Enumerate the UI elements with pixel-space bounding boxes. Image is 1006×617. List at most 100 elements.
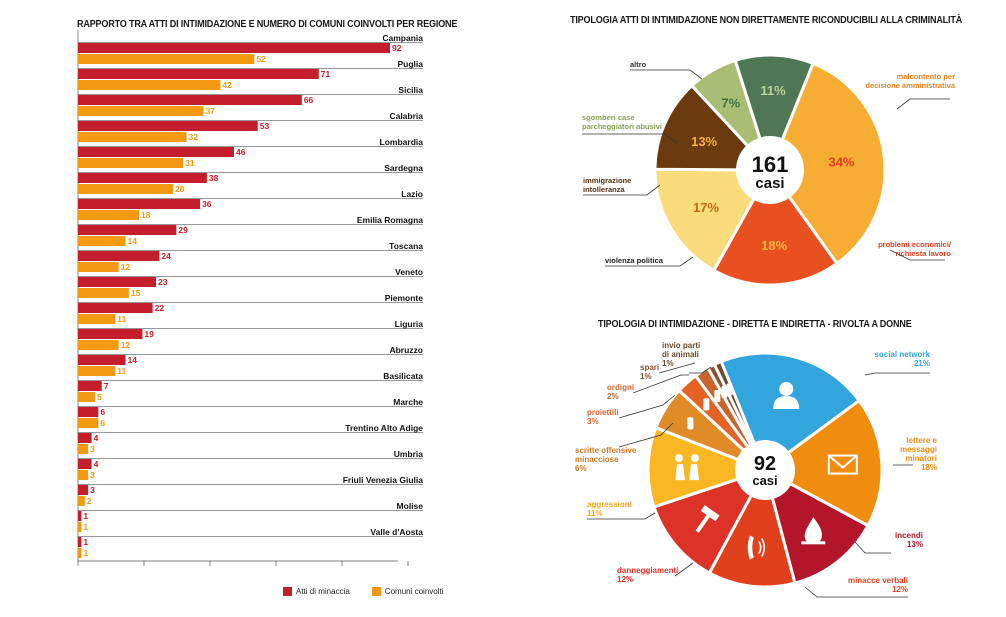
value-label-comuni-toscana: 12 [121,262,131,272]
bar-minaccia-lazio [78,199,201,209]
leader-line-spari [658,362,696,374]
bar-minaccia-emilia-romagna [78,225,177,235]
ext-label-scritte-offensive-minacciose: scritte offensive minacciose 6% [575,446,637,473]
value-label-minaccia-abruzzo: 14 [127,355,137,365]
slice-immigrazione-intolleranza [653,83,774,172]
category-label-piemonte: Piemonte [385,293,424,303]
ext-label-sgomberi-case-parcheggiatori-abusivi: sgomberi case parcheggiatori abusivi [582,113,662,131]
category-label-friuli-venezia-giulia: Friuli Venezia Giulia [343,475,424,485]
bar-comuni-marche [78,418,99,428]
value-label-minaccia-veneto: 23 [158,277,168,287]
value-label-minaccia-molise: 1 [83,511,88,521]
leader-line-malcontento-per-decisione-amministrativa [896,98,950,110]
leader-line-immigrazione-intolleranza [583,184,661,196]
value-label-minaccia-valle-d-aosta: 1 [83,537,88,547]
bar-minaccia-valle-d-aosta [78,537,82,547]
envelope-icon [827,454,858,475]
pct-label-sgomberi-case-parcheggiatori-abusivi: 7% [721,96,740,111]
spray-icon [687,417,694,430]
value-label-comuni-campania: 52 [256,54,266,64]
category-label-marche: Marche [393,397,423,407]
slice-minacce-verbali [707,465,797,589]
pct-label-problemi-economici-richiesta-lavoro: 18% [761,238,787,253]
legend-swatch-minaccia [283,587,292,596]
bone-icon [726,383,733,396]
value-label-comuni-basilicata: 5 [97,392,102,402]
ext-label-incendi: incendi 13% [895,531,923,549]
slice-social-network [719,351,862,473]
ext-label-invio-parti-di-animali: invio parti di animali 1% [662,341,700,368]
bar-chart-title: RAPPORTO TRA ATTI DI INTIMIDAZIONE E NUM… [77,18,458,30]
bar-minaccia-sicilia [78,95,302,105]
value-label-comuni-lombardia: 31 [185,158,195,168]
leader-line-ordigni [632,374,689,394]
ext-label-problemi-economici-richiesta-lavoro: problemi economici/richiesta lavoro [878,240,952,258]
bar-minaccia-trentino-alto-adige [78,433,92,443]
value-label-comuni-calabria: 32 [189,132,199,142]
bar-minaccia-marche [78,407,99,417]
bar-comuni-lazio [78,210,140,220]
ext-label-aggressioni: aggressioni 11% [587,500,632,518]
bomb-icon [714,390,721,403]
value-label-minaccia-marche: 6 [100,407,105,417]
slice-danneggiamenti [652,467,769,575]
bar-minaccia-friuli-venezia-giulia [78,485,89,495]
bar-comuni-molise [78,522,82,532]
bar-minaccia-sardegna [78,173,207,183]
user-icon [773,381,800,409]
category-label-campania: Campania [382,33,423,43]
category-label-calabria: Calabria [389,111,423,121]
bar-comuni-sicilia [78,106,204,116]
bar-comuni-toscana [78,262,119,272]
bar-minaccia-piemonte [78,303,153,313]
category-label-emilia-romagna: Emilia Romagna [357,215,423,225]
pct-label-altro: 11% [760,83,786,98]
category-label-puglia: Puglia [397,59,423,69]
leader-line-sgomberi-case-parcheggiatori-abusivi [582,133,678,144]
slice-altro [733,53,816,175]
slice-malcontento-per-decisione-amministrativa [768,61,887,266]
bar-minaccia-toscana [78,251,160,261]
bar-minaccia-lombardia [78,147,234,157]
phone-icon [747,535,766,560]
ext-label-immigrazione-intolleranza: immigrazione intolleranza [583,176,631,194]
bar-comuni-campania [78,54,255,64]
category-label-veneto: Veneto [395,267,423,277]
value-label-comuni-marche: 6 [100,418,105,428]
value-label-minaccia-friuli-venezia-giulia: 3 [90,485,95,495]
bar-comuni-basilicata [78,392,95,402]
bar-minaccia-puglia [78,69,319,79]
bar-minaccia-calabria [78,121,258,131]
pie2-title: TIPOLOGIA DI INTIMIDAZIONE - DIRETTA E I… [598,318,912,330]
bar-comuni-valle-d-aosta [78,548,82,558]
center-total-value: 92 [754,453,776,475]
slice-violenza-politica [653,167,773,273]
leader-line-scritte-offensive-minacciose [618,422,674,448]
leader-line-proiettili [618,394,676,419]
category-label-sardegna: Sardegna [384,163,423,173]
center-hole [736,136,804,204]
ext-label-altro: altro [630,60,647,69]
value-label-comuni-piemonte: 11 [117,314,126,324]
category-label-abruzzo: Abruzzo [389,345,423,355]
category-label-lombardia: Lombardia [380,137,424,147]
value-label-minaccia-campania: 92 [392,43,402,53]
value-label-comuni-sardegna: 28 [175,184,185,194]
slice-problemi-economici-richiesta-lavoro [711,167,840,287]
pie1-title: TIPOLOGIA ATTI DI INTIMIDAZIONE NON DIRE… [570,14,963,26]
category-label-lazio: Lazio [401,189,423,199]
category-label-toscana: Toscana [389,241,423,251]
leader-line-altro [630,69,703,80]
category-label-molise: Molise [397,501,424,511]
value-label-comuni-friuli-venezia-giulia: 2 [87,496,92,506]
pct-label-immigrazione-intolleranza: 13% [691,134,717,149]
value-label-comuni-trentino-alto-adige: 3 [90,444,95,454]
pct-label-malcontento-per-decisione-amministrativa: 34% [828,154,854,169]
value-label-minaccia-toscana: 24 [161,251,171,261]
legend-label-comuni: Comuni coinvolti [384,587,444,596]
fight-icon [675,454,700,481]
legend-label-minaccia: Atti di minaccia [296,587,350,596]
value-label-comuni-lazio: 18 [141,210,151,220]
bar-minaccia-umbria [78,459,92,469]
bar-comuni-lombardia [78,158,184,168]
